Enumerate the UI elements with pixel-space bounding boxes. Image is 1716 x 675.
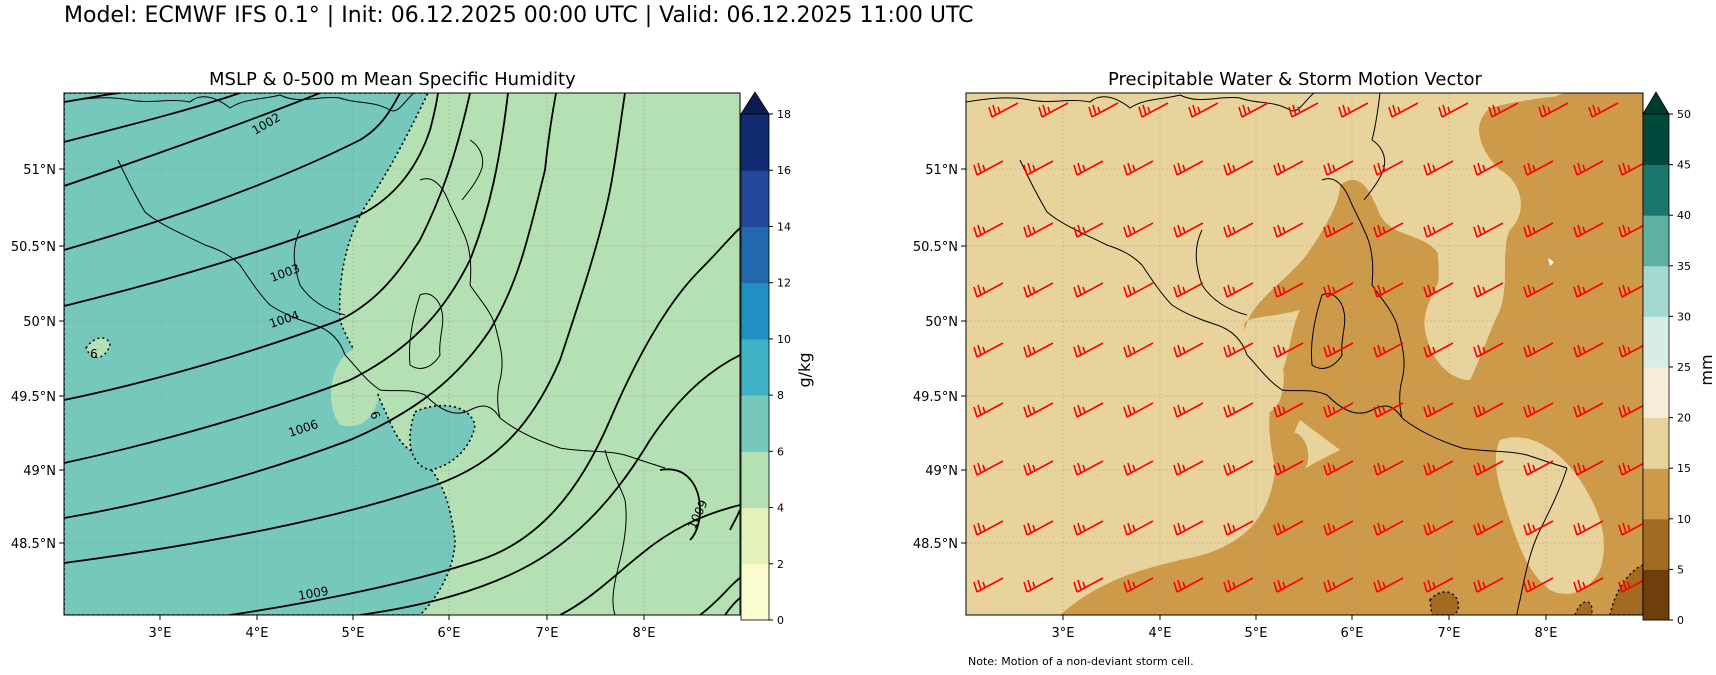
y-tick-label: 48.5°N [11, 537, 56, 552]
y-tick-label: 49°N [925, 464, 958, 479]
humidity-colorbar-frame [740, 113, 770, 621]
left-panel-title: MSLP & 0-500 m Mean Specific Humidity [209, 69, 576, 90]
pw-colorbar-tick-label: 40 [1677, 209, 1691, 222]
pw-band-10-15 [1277, 431, 1309, 490]
humidity-band-4-6 [85, 337, 111, 359]
y-tick-label: 51°N [23, 163, 56, 178]
y-tick-label: 50.5°N [11, 240, 56, 255]
precipitable-water-colorbar: 0 5 10 15 20 25 30 35 40 45 50 [1642, 91, 1691, 627]
humidity-colorbar-tick-label: 16 [777, 164, 791, 177]
pw-band-10-15 [1290, 390, 1451, 533]
x-tick-label: 4°E [1149, 626, 1172, 641]
pw-colorbar-label: mm [1697, 354, 1716, 385]
humidity-colorbar-tick-label: 2 [777, 558, 784, 571]
country-borders [966, 93, 1568, 615]
humidity-colorbar-swatch [741, 114, 769, 171]
humidity-colorbar-swatch [741, 395, 769, 452]
y-tick-label: 49.5°N [913, 390, 958, 405]
pw-band-5-10 [1574, 601, 1593, 615]
country-borders [64, 93, 666, 615]
figure-title: Model: ECMWF IFS 0.1° | Init: 06.12.2025… [64, 3, 974, 28]
pw-colorbar-tick-label: 45 [1677, 159, 1691, 172]
x-tick-label: 5°E [1245, 626, 1268, 641]
pw-colorbar-swatch [1643, 114, 1669, 166]
pw-band-10-15 [1060, 93, 1643, 615]
humidity-colorbar-label: g/kg [795, 353, 814, 388]
humidity-map: 1002 1003 1004 1006 1009 1009 6 6 [64, 93, 740, 615]
humidity-colorbar-swatch [741, 451, 769, 509]
humidity-colorbar-tick-label: 0 [777, 614, 784, 627]
humidity-colorbar-swatch [741, 282, 769, 340]
x-tick-label: 8°E [1535, 626, 1558, 641]
y-tick-label: 50°N [925, 315, 958, 330]
pw-colorbar-tick-label: 5 [1677, 563, 1684, 576]
humidity-colorbar-tick-label: 12 [777, 277, 791, 290]
humidity-band-6-8 [409, 404, 476, 471]
humidity-colorbar-tick-label: 10 [777, 333, 791, 346]
isobars [64, 93, 740, 615]
humidity-band-4-6 [330, 338, 380, 427]
precipitable-water-map [966, 93, 1643, 615]
humidity-colorbar-tick-label: 18 [777, 108, 791, 121]
pw-colorbar-swatch [1643, 569, 1669, 621]
pw-colorbar-extend-arrow [1642, 91, 1670, 115]
humidity-colorbar-extend-arrow [740, 91, 770, 115]
y-tick-label: 51°N [925, 163, 958, 178]
pw-colorbar-tick-label: 30 [1677, 310, 1691, 323]
pw-colorbar-tick-label: 25 [1677, 361, 1691, 374]
humidity-colorbar-swatch [741, 170, 769, 227]
pw-band-5-10 [1429, 591, 1460, 615]
x-tick-label: 6°E [1341, 626, 1364, 641]
y-tick-label: 50°N [23, 315, 56, 330]
humidity-colorbar-tick-label: 6 [777, 445, 784, 458]
y-tick-label: 48.5°N [913, 537, 958, 552]
right-panel-title: Precipitable Water & Storm Motion Vector [1108, 69, 1482, 90]
x-tick-label: 4°E [246, 626, 269, 641]
x-tick-label: 3°E [1052, 626, 1075, 641]
contour-label: 6 [90, 347, 98, 361]
humidity-colorbar-tick-label: 8 [777, 389, 784, 402]
pw-colorbar-tick-label: 35 [1677, 260, 1691, 273]
x-tick-label: 3°E [149, 626, 172, 641]
pw-colorbar-tick-label: 20 [1677, 412, 1691, 425]
humidity-colorbar-swatch [741, 338, 769, 396]
x-tick-label: 7°E [1438, 626, 1461, 641]
left-map-frame [63, 92, 741, 616]
y-tick-label: 49.5°N [11, 390, 56, 405]
pw-band-15-20 [1495, 437, 1604, 594]
pw-colorbar-swatch [1643, 417, 1669, 469]
pw-colorbar-swatch [1643, 215, 1669, 267]
x-tick-label: 7°E [536, 626, 559, 641]
isobar-label: 1009 [297, 584, 330, 603]
y-tick-label: 50.5°N [913, 240, 958, 255]
humidity-colorbar-swatch [741, 507, 769, 565]
pw-colorbar-swatch [1643, 164, 1669, 216]
pw-colorbar-tick-label: 15 [1677, 462, 1691, 475]
x-tick-label: 6°E [438, 626, 461, 641]
pw-colorbar-tick-label: 10 [1677, 513, 1691, 526]
pw-colorbar-swatch [1643, 518, 1669, 570]
humidity-colorbar: 0 2 4 6 8 10 12 14 16 18 [740, 91, 791, 627]
x-tick-label: 8°E [633, 626, 656, 641]
pw-colorbar-swatch [1643, 316, 1669, 368]
pw-colorbar-swatch [1643, 468, 1669, 520]
pw-colorbar-tick-label: 50 [1677, 108, 1691, 121]
y-tick-label: 49°N [23, 464, 56, 479]
pw-colorbar-swatch [1643, 367, 1669, 419]
humidity-colorbar-tick-label: 4 [777, 502, 784, 515]
x-tick-label: 5°E [342, 626, 365, 641]
pw-band-25-30 [1548, 258, 1554, 266]
pw-band-15-20 [1242, 348, 1284, 415]
humidity-colorbar-tick-label: 14 [777, 220, 791, 233]
pw-colorbar-tick-label: 0 [1677, 614, 1684, 627]
pw-colorbar-swatch [1643, 265, 1669, 317]
humidity-colorbar-swatch [741, 226, 769, 284]
contour-label: 6 [367, 409, 383, 421]
storm-motion-note: Note: Motion of a non-deviant storm cell… [968, 655, 1194, 668]
humidity-colorbar-swatch [741, 563, 769, 621]
